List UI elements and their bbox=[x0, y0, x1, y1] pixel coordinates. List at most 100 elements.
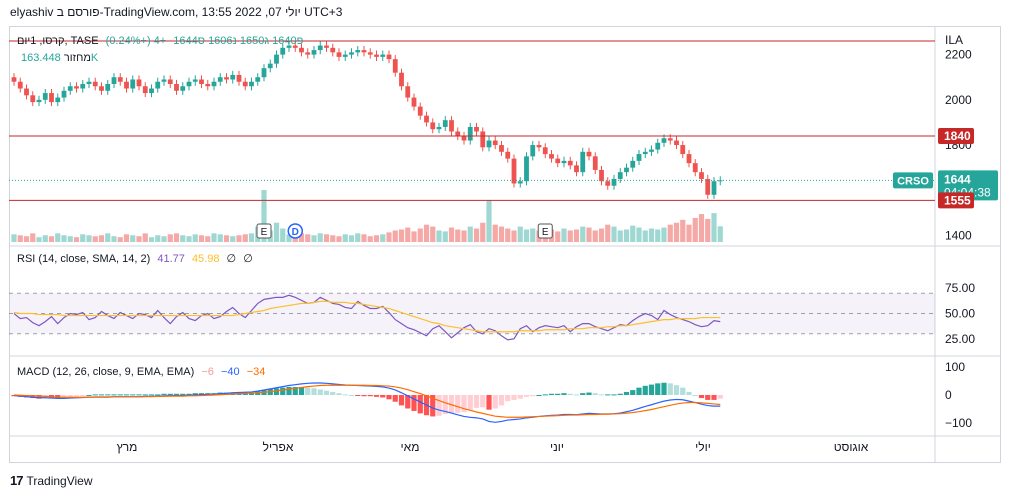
candle-body bbox=[130, 79, 136, 89]
candle-body bbox=[74, 86, 79, 89]
macd-histogram-bar bbox=[655, 383, 661, 395]
candle-body bbox=[211, 81, 217, 87]
macd-histogram-bar bbox=[673, 385, 680, 395]
volume-bar bbox=[517, 226, 523, 242]
volume-bar bbox=[486, 200, 492, 242]
macd-histogram-bar bbox=[323, 390, 330, 395]
macd-histogram-bar bbox=[311, 388, 317, 395]
macd-histogram-bar bbox=[442, 395, 448, 414]
candle-body bbox=[374, 54, 379, 57]
candle-body bbox=[355, 50, 361, 53]
volume-bar bbox=[398, 229, 405, 242]
macd-histogram-bar bbox=[705, 395, 711, 400]
candle-body bbox=[124, 81, 129, 89]
candle-body bbox=[167, 79, 173, 84]
macd-histogram-bar bbox=[498, 395, 505, 406]
volume-bar bbox=[386, 232, 392, 242]
macd-histogram-bar bbox=[30, 395, 36, 399]
earnings-marker[interactable] bbox=[537, 223, 553, 239]
macd-histogram-bar bbox=[123, 394, 130, 396]
candle-body bbox=[567, 160, 573, 166]
candle-body bbox=[205, 84, 211, 87]
macd-histogram-bar bbox=[586, 392, 592, 395]
volume-bar bbox=[373, 235, 380, 242]
dividend-marker[interactable] bbox=[287, 223, 303, 239]
candle-body bbox=[105, 84, 111, 91]
candle-body bbox=[42, 93, 48, 100]
candle-body bbox=[192, 79, 198, 82]
macd-histogram-bar bbox=[542, 394, 548, 396]
candle-body bbox=[505, 151, 511, 159]
volume-bar bbox=[36, 237, 42, 242]
macd-histogram-bar bbox=[686, 391, 692, 395]
candle-body bbox=[349, 52, 354, 55]
macd-histogram-bar bbox=[155, 394, 161, 396]
volume-value: 163.448K bbox=[21, 52, 99, 64]
macd-histogram-bar bbox=[698, 395, 705, 399]
candle-body bbox=[236, 74, 242, 82]
chart-canvas[interactable]: ILA220020001800160014001840164404:04:381… bbox=[0, 0, 1012, 470]
candle-body bbox=[36, 99, 42, 103]
candle-body bbox=[286, 45, 292, 48]
volume-bar bbox=[605, 224, 611, 242]
candle-body bbox=[449, 120, 454, 132]
candle-body bbox=[386, 54, 392, 60]
publish-header: elyashiv פורסם ב-TradingView.com, יולי 0… bbox=[10, 5, 343, 19]
rsi-line bbox=[13, 294, 721, 341]
chart-frame[interactable] bbox=[9, 26, 1001, 463]
footer[interactable]: 17 TradingView bbox=[10, 473, 93, 488]
macd-histogram-bar bbox=[517, 395, 523, 399]
macd-label[interactable]: MACD (12, 26, close, 9, EMA, EMA) bbox=[17, 366, 195, 378]
macd-histogram-bar bbox=[130, 394, 136, 396]
volume-bar bbox=[148, 237, 155, 242]
volume-bar bbox=[30, 233, 36, 242]
volume-bar bbox=[623, 229, 630, 242]
candle-body bbox=[555, 158, 561, 164]
volume-bar bbox=[673, 222, 680, 242]
macd-histogram-bar bbox=[536, 395, 542, 396]
macd-histogram-bar bbox=[411, 395, 417, 411]
candle-body bbox=[142, 86, 148, 94]
macd-histogram-bar bbox=[355, 395, 361, 396]
candle-body bbox=[199, 79, 204, 84]
candle-body bbox=[649, 149, 654, 152]
volume-bar bbox=[661, 227, 667, 242]
macd-histogram-bar bbox=[523, 395, 530, 397]
rsi-tick-label: 50.00 bbox=[945, 307, 975, 321]
volume-bar bbox=[55, 233, 61, 242]
earnings-marker[interactable] bbox=[256, 223, 272, 239]
candle-body bbox=[630, 160, 636, 168]
candle-body bbox=[542, 147, 548, 155]
macd-hist-value: −6 bbox=[201, 366, 214, 378]
volume-bar bbox=[417, 228, 423, 242]
time-tick-label: מרץ bbox=[117, 440, 138, 454]
candle-body bbox=[680, 145, 686, 155]
rsi-label[interactable]: RSI (14, close, SMA, 14, 2) bbox=[17, 253, 151, 265]
volume-bar bbox=[305, 234, 311, 242]
volume-bar bbox=[461, 230, 467, 242]
volume-bar bbox=[86, 235, 92, 242]
volume-bar bbox=[467, 226, 473, 242]
price-tick-label: 1400 bbox=[945, 228, 972, 242]
macd-histogram-bar bbox=[342, 394, 348, 396]
macd-histogram-bar bbox=[167, 393, 173, 395]
volume-bar bbox=[73, 237, 80, 242]
candle-body bbox=[536, 145, 542, 148]
volume-bar bbox=[698, 214, 705, 242]
candle-body bbox=[480, 131, 486, 148]
candle-body bbox=[67, 86, 73, 91]
macd-histogram-bar bbox=[486, 395, 492, 410]
candle-body bbox=[324, 45, 329, 48]
macd-histogram-bar bbox=[561, 393, 567, 395]
volume-bar bbox=[330, 235, 336, 242]
macd-histogram-bar bbox=[80, 395, 86, 396]
candle-body bbox=[117, 77, 123, 82]
line-price-label: 1840 bbox=[944, 129, 971, 143]
volume-bar bbox=[423, 224, 430, 242]
volume-bar bbox=[167, 234, 173, 242]
candle-body bbox=[655, 142, 661, 150]
symbol-label[interactable]: קרסו, 1יום, TASE bbox=[17, 35, 99, 47]
volume-bar bbox=[505, 228, 511, 242]
candle-body bbox=[274, 54, 279, 64]
volume-bar bbox=[692, 217, 698, 242]
